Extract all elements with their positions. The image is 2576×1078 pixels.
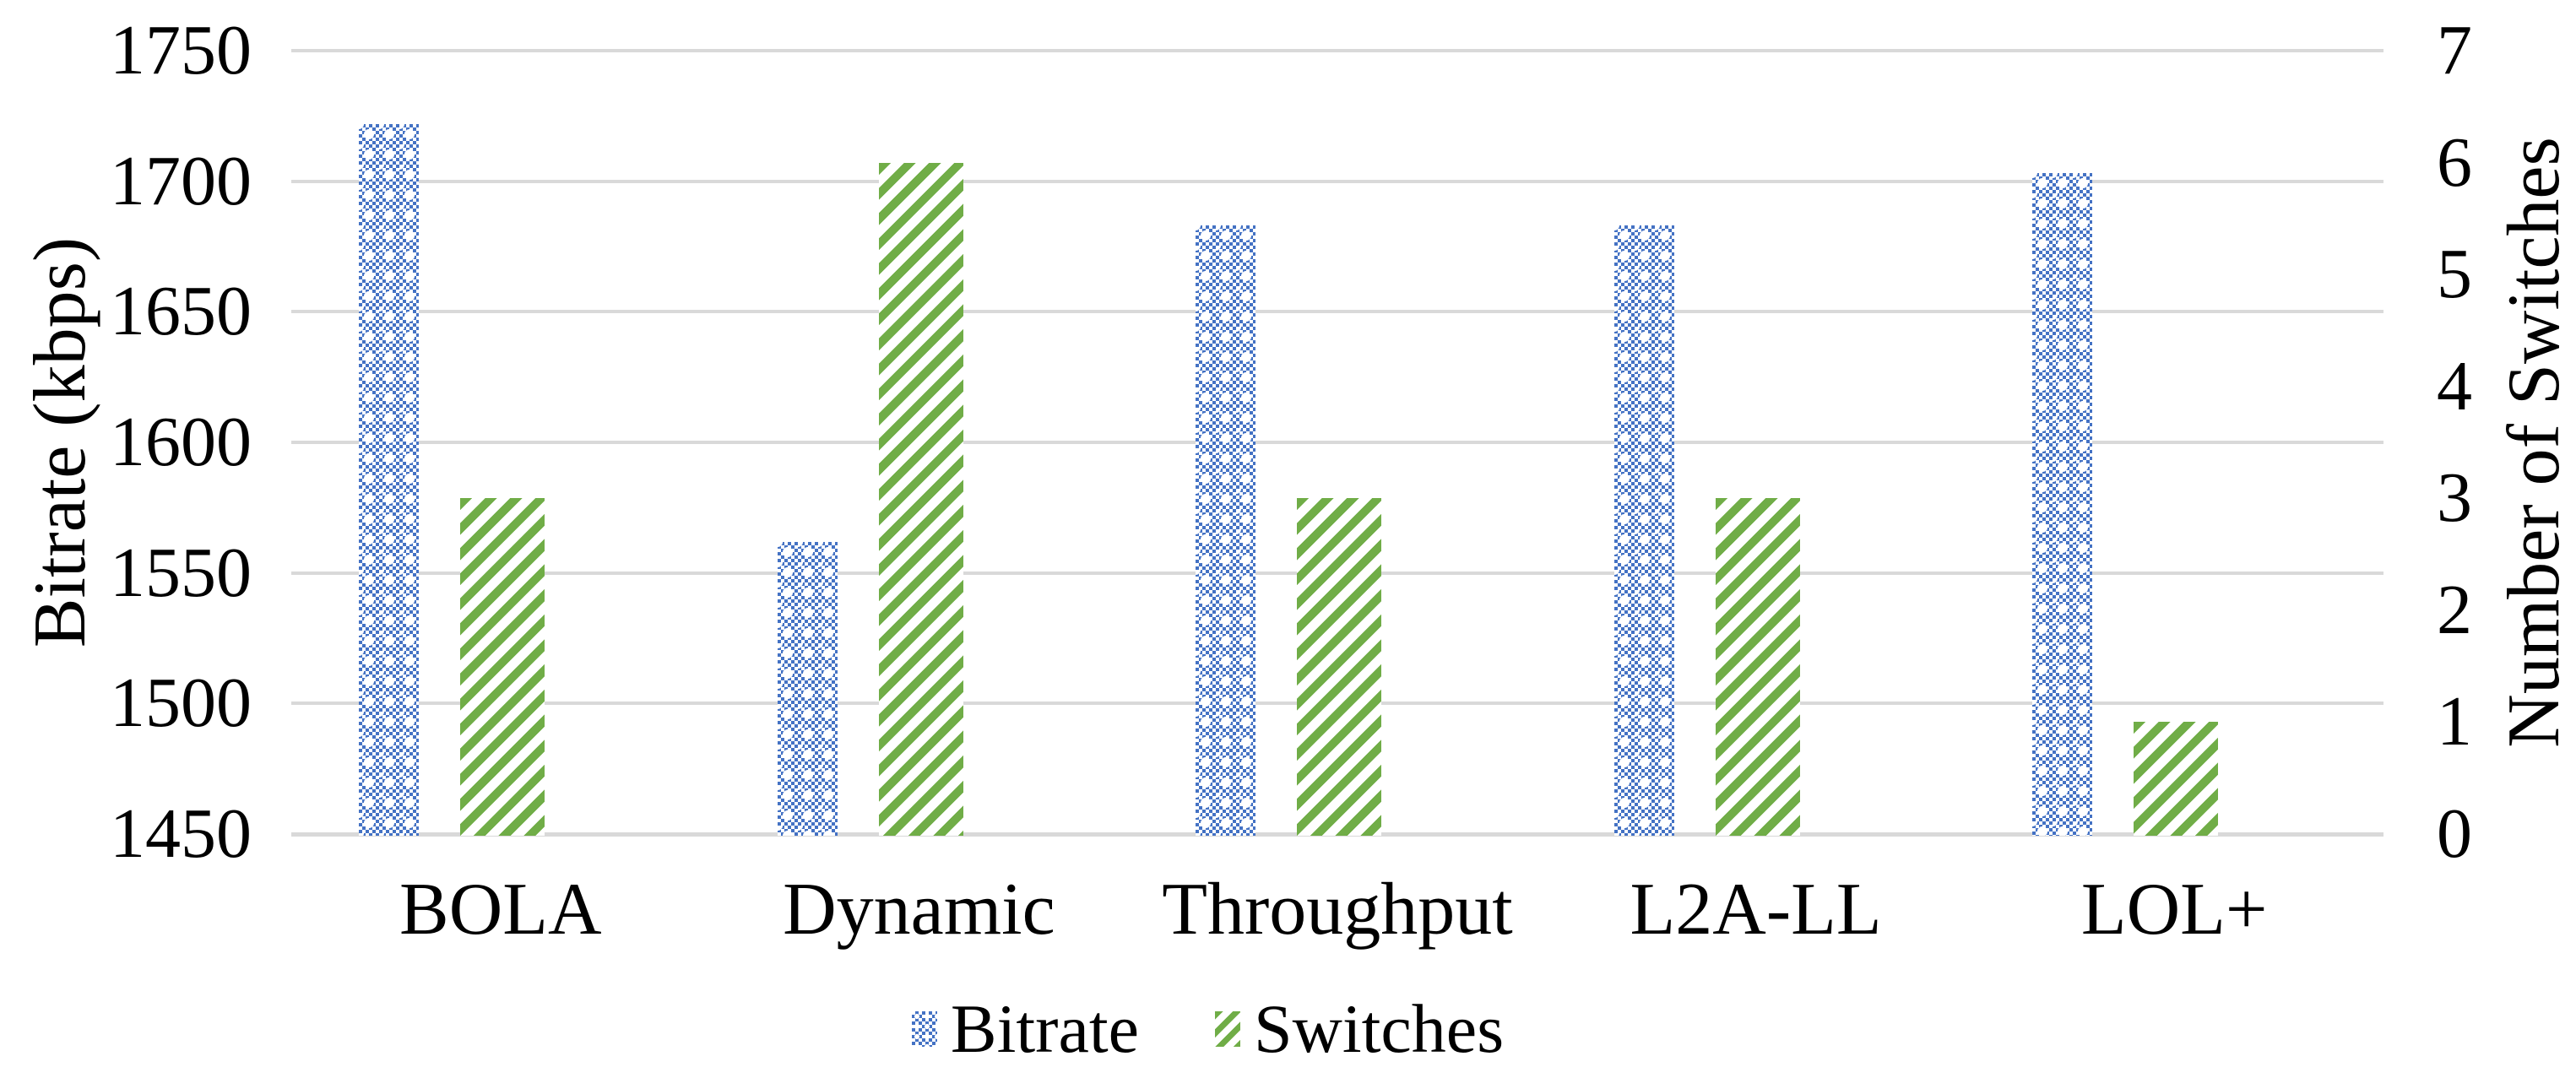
legend-label-switches: Switches: [1254, 990, 1505, 1067]
gridline: [291, 310, 2383, 314]
bar-switches-l2a-ll: [1715, 498, 1800, 836]
bar-bitrate-dynamic: [777, 541, 838, 836]
left-axis-tick: 1700: [110, 141, 252, 220]
gridline: [291, 441, 2383, 444]
x-axis-label-l2a-ll: L2A-LL: [1630, 869, 1882, 951]
gridline: [291, 49, 2383, 52]
bar-bitrate-lol-: [2032, 173, 2093, 836]
left-axis-tick: 1450: [110, 794, 252, 873]
right-axis-tick: 2: [2437, 570, 2472, 649]
switches-swatch-icon: [1215, 1011, 1241, 1047]
right-axis-tick: 3: [2437, 458, 2472, 538]
right-axis-tick: 6: [2437, 122, 2472, 202]
right-axis-tick: 1: [2437, 682, 2472, 761]
legend-item-bitrate: Bitrate: [911, 990, 1140, 1067]
bar-bitrate-bola: [359, 123, 419, 836]
x-axis-label-throughput: Throughput: [1162, 869, 1513, 951]
left-axis-title: Bitrate (kbps): [19, 236, 101, 648]
bitrate-swatch-icon: [911, 1011, 937, 1047]
bar-bitrate-throughput: [1196, 225, 1256, 836]
bar-switches-lol-: [2134, 722, 2219, 836]
left-axis-tick: 1550: [110, 533, 252, 612]
x-axis-label-bola: BOLA: [399, 869, 602, 951]
legend: Bitrate Switches: [0, 994, 2496, 1064]
bar-bitrate-l2a-ll: [1613, 225, 1674, 836]
bar-switches-dynamic: [878, 162, 963, 836]
x-axis-label-lol-: LOL+: [2080, 869, 2268, 951]
bar-switches-throughput: [1297, 498, 1382, 836]
left-axis-tick: 1650: [110, 272, 252, 351]
right-axis-tick: 7: [2437, 11, 2472, 89]
right-axis-title: Number of Switches: [2493, 137, 2575, 748]
x-axis-label-dynamic: Dynamic: [783, 869, 1055, 951]
left-axis-tick: 1500: [110, 664, 252, 743]
right-axis-tick: 0: [2437, 794, 2472, 873]
left-axis-tick: 1750: [110, 11, 252, 89]
legend-label-bitrate: Bitrate: [950, 990, 1140, 1067]
right-axis-tick: 5: [2437, 235, 2472, 314]
left-axis-tick: 1600: [110, 403, 252, 481]
bar-switches-bola: [460, 498, 545, 836]
gridline: [291, 179, 2383, 183]
right-axis-tick: 4: [2437, 346, 2472, 425]
legend-item-switches: Switches: [1215, 994, 1504, 1064]
